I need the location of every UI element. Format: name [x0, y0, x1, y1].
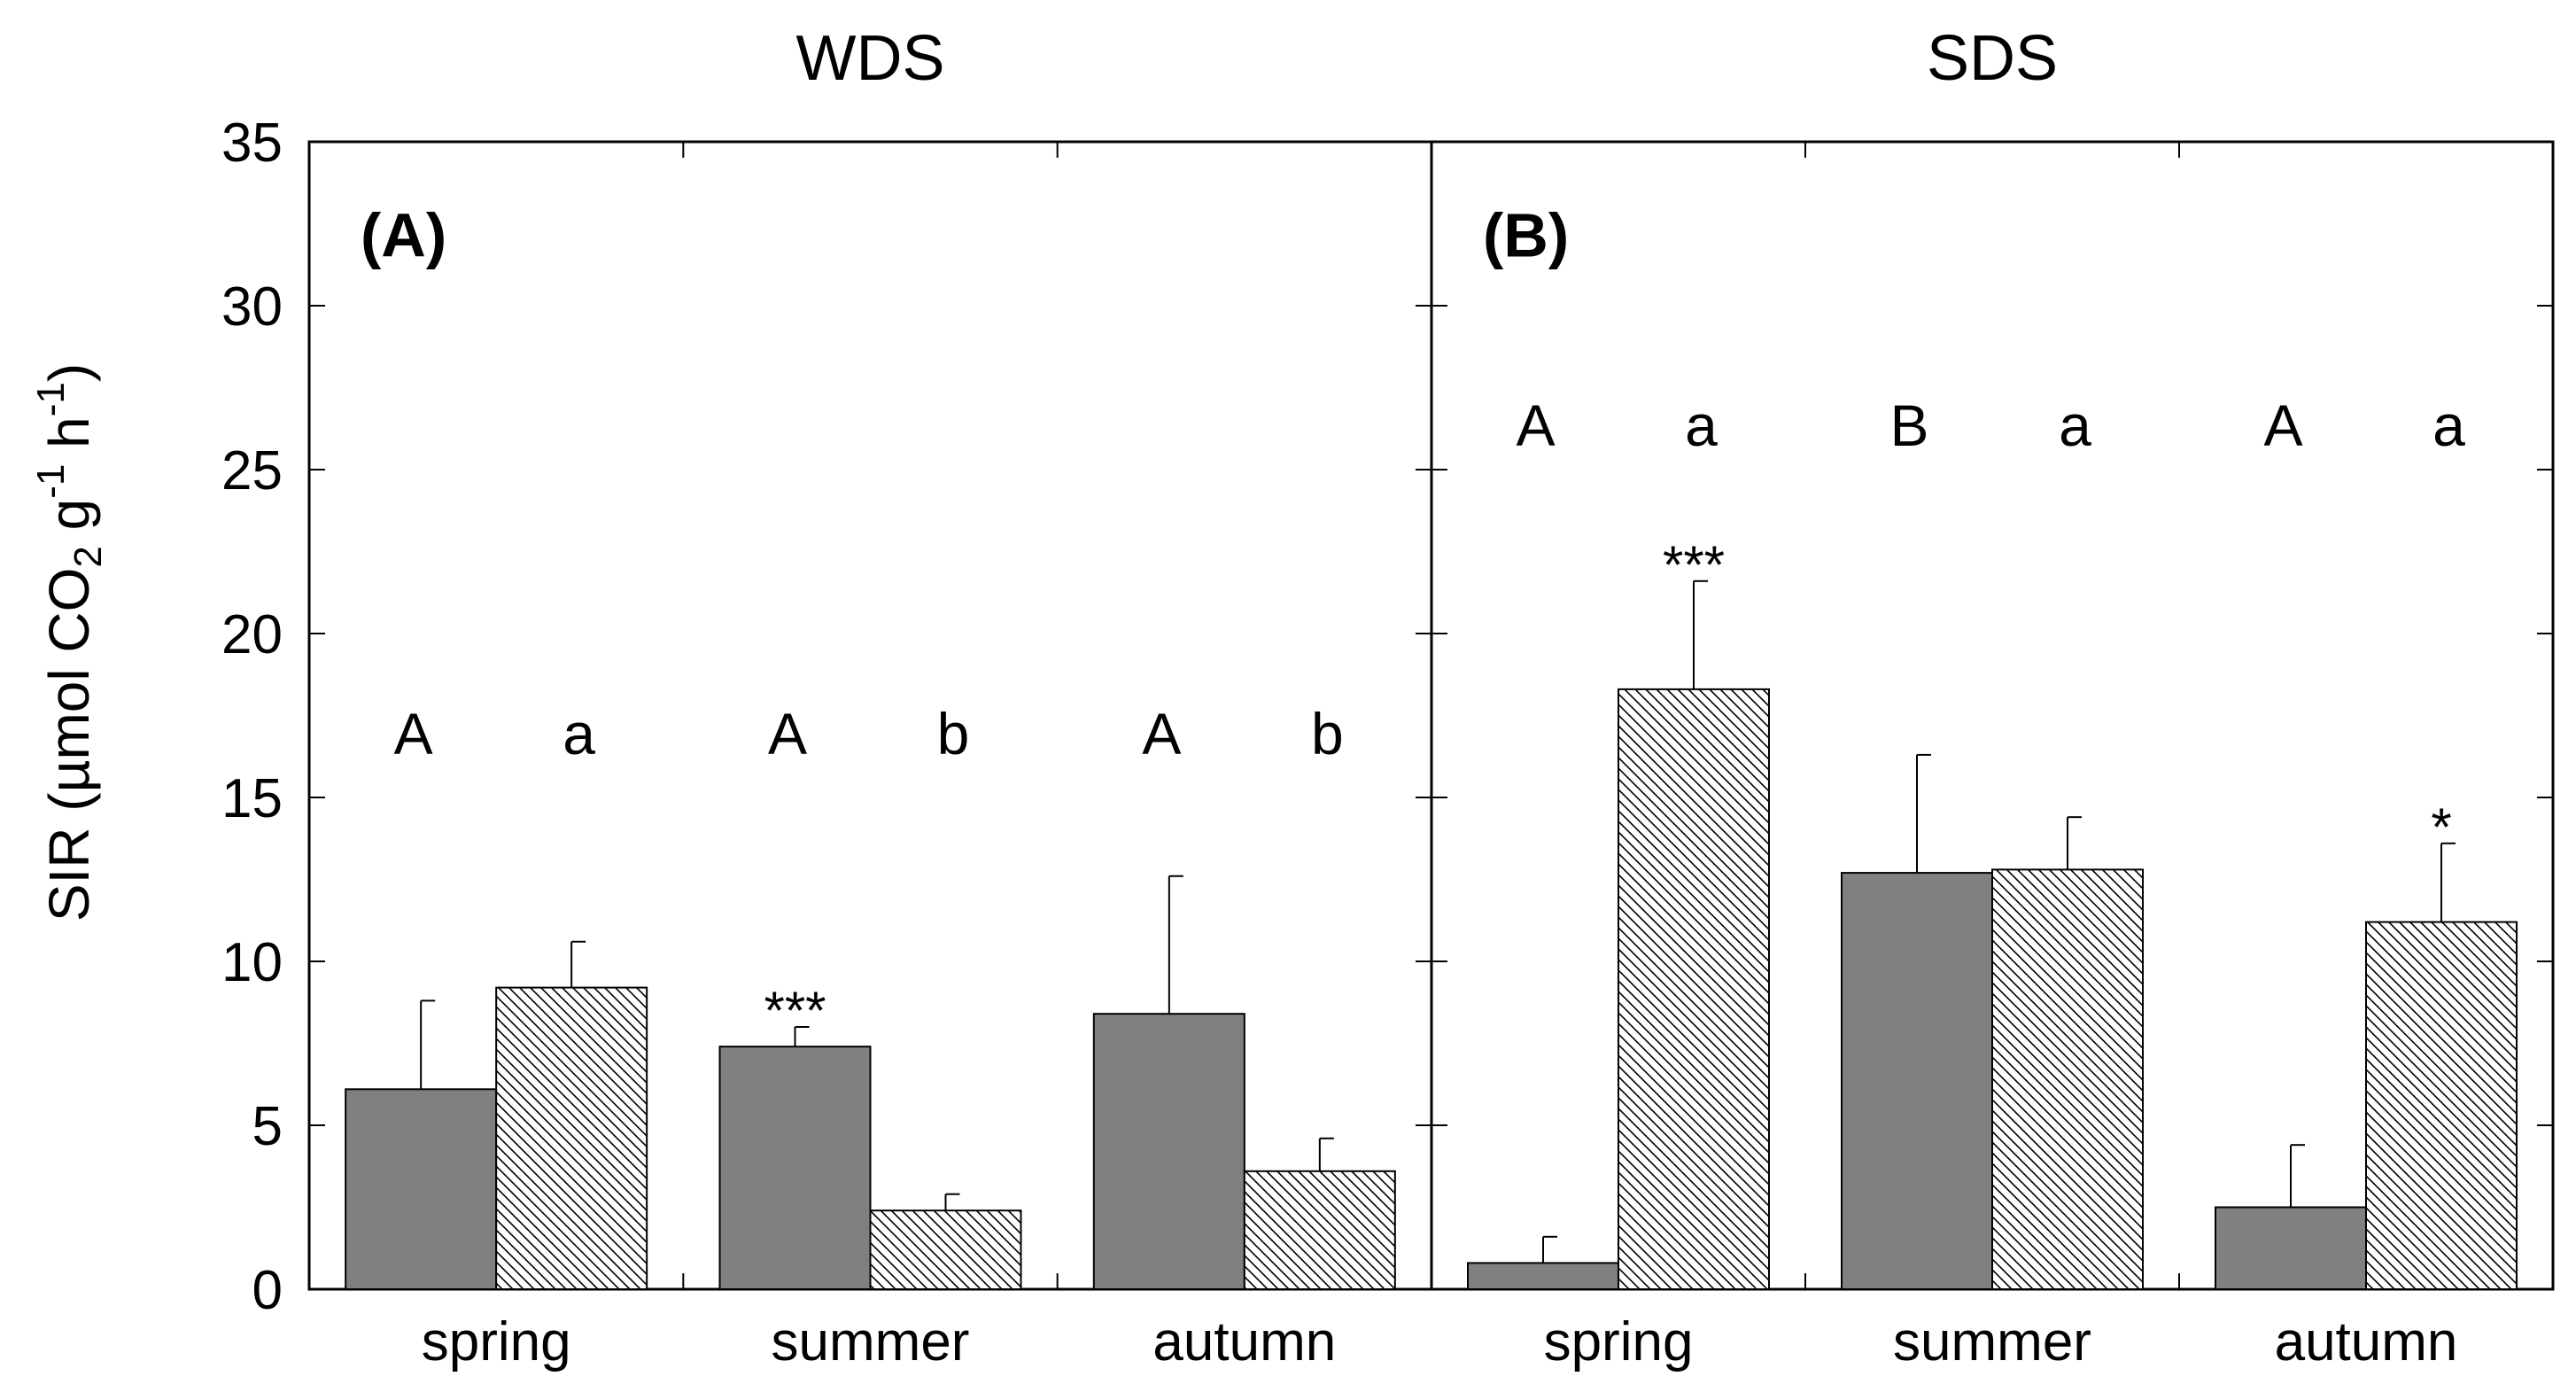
bar-hatched	[869, 1209, 1022, 1290]
bar-hatched	[1991, 868, 2144, 1291]
bar-solid	[1092, 1013, 1245, 1290]
significance-letter: A	[394, 701, 433, 766]
significance-letter: a	[1685, 393, 1718, 458]
panel-title: WDS	[796, 23, 945, 94]
bar-solid	[345, 1088, 498, 1291]
y-tick-label: 20	[221, 604, 283, 665]
panel-title: SDS	[1927, 23, 2058, 94]
panel-label: (B)	[1483, 201, 1569, 270]
bar-solid	[2215, 1206, 2367, 1290]
significance-stars: *	[2431, 797, 2451, 857]
panel-label: (A)	[361, 201, 446, 270]
y-tick-label: 0	[252, 1260, 283, 1321]
y-label-g: g	[37, 499, 101, 546]
x-category-label: summer	[772, 1311, 970, 1373]
bar-hatched	[495, 986, 648, 1290]
x-category-label: summer	[1893, 1311, 2091, 1373]
significance-letter: a	[563, 701, 595, 766]
significance-letter: B	[1889, 393, 1928, 458]
significance-stars: ***	[764, 981, 826, 1040]
significance-letter: A	[768, 701, 807, 766]
significance-letter: A	[1516, 393, 1555, 458]
y-tick-label: 10	[221, 932, 283, 993]
x-category-label: spring	[1544, 1311, 1694, 1373]
x-category-label: autumn	[1152, 1311, 1336, 1373]
bar-solid	[718, 1046, 872, 1290]
bar-hatched	[1243, 1170, 1396, 1291]
significance-letter: A	[2263, 393, 2302, 458]
x-category-label: spring	[422, 1311, 571, 1373]
significance-letter: a	[2059, 393, 2091, 458]
significance-letter: a	[2432, 393, 2465, 458]
significance-letter: A	[1142, 701, 1181, 766]
y-label-close: )	[37, 363, 101, 382]
bar-solid	[1467, 1262, 1619, 1291]
plot-area: 0 5 10 15 20 25 30 35 WDS (A) A a spring A b summer A b au…	[221, 23, 2555, 1373]
y-label-sub: 2	[66, 546, 110, 567]
y-label-main: SIR (µmol CO	[37, 568, 101, 922]
y-tick-label: 30	[221, 276, 283, 338]
bar-hatched	[2365, 921, 2518, 1290]
y-label-sup1: -1	[29, 464, 73, 499]
y-tick-label: 5	[252, 1096, 283, 1157]
bar-hatched	[1618, 688, 1770, 1290]
y-tick-label: 25	[221, 440, 283, 502]
y-label-sup2: -1	[29, 382, 73, 416]
x-category-label: autumn	[2275, 1311, 2458, 1373]
significance-stars: ***	[1663, 535, 1725, 595]
y-axis-label: SIR (µmol CO2 g-1 h-1)	[29, 363, 110, 922]
y-tick-label: 35	[221, 113, 283, 174]
y-tick-label: 15	[221, 768, 283, 829]
y-label-h: h	[37, 416, 101, 463]
significance-letter: b	[1311, 701, 1344, 766]
bar-solid	[1841, 872, 1993, 1290]
significance-letter: b	[937, 701, 970, 766]
